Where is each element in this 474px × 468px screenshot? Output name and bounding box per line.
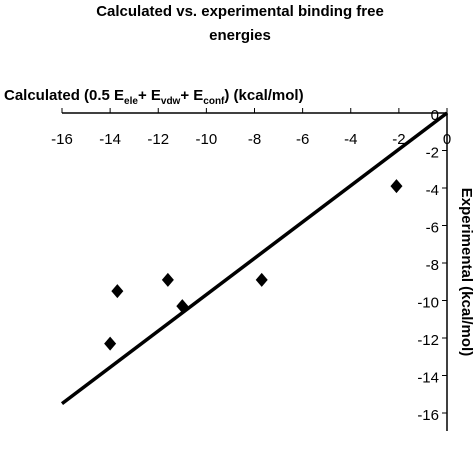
x-tick-label: -8 — [248, 131, 261, 148]
x-tick-label: -6 — [296, 131, 309, 148]
x-tick-label: -14 — [99, 131, 121, 148]
data-point — [111, 284, 124, 299]
y-tick-label: -10 — [417, 294, 439, 311]
data-point — [255, 272, 268, 287]
subscript: conf — [203, 96, 225, 107]
y-axis-label: Experimental (kcal/mol) — [458, 188, 474, 356]
x-tick-label: -16 — [51, 131, 73, 148]
y-tick-label: -2 — [426, 144, 439, 161]
data-point — [104, 336, 117, 351]
y-tick-label: -8 — [426, 257, 439, 274]
x-axis-label: Calculated (0.5 Eele+ Evdw+ Econf) (kcal… — [4, 87, 304, 107]
x-tick-label: -2 — [392, 131, 405, 148]
subscript: vdw — [161, 96, 181, 107]
y-tick-label: -14 — [417, 369, 439, 386]
trend-line — [60, 111, 449, 406]
y-tick-label: -4 — [426, 182, 439, 199]
subscript: ele — [124, 96, 138, 107]
data-point — [161, 272, 174, 287]
chart-title: energies — [209, 27, 271, 44]
x-tick-label: 0 — [443, 131, 451, 148]
label-part: + E — [180, 87, 203, 104]
label-part: + E — [138, 87, 161, 104]
x-tick-label: -12 — [147, 131, 169, 148]
label-part: ) (kcal/mol) — [224, 87, 303, 104]
y-tick-label: -12 — [417, 332, 439, 349]
label-part: Calculated (0.5 E — [4, 87, 124, 104]
x-tick-label: -10 — [196, 131, 218, 148]
y-tick-label: -6 — [426, 219, 439, 236]
chart-title: Calculated vs. experimental binding free — [96, 3, 384, 20]
y-tick-label: 0 — [431, 107, 439, 124]
data-point — [390, 179, 403, 194]
x-tick-label: -4 — [344, 131, 357, 148]
y-tick-label: -16 — [417, 407, 439, 424]
